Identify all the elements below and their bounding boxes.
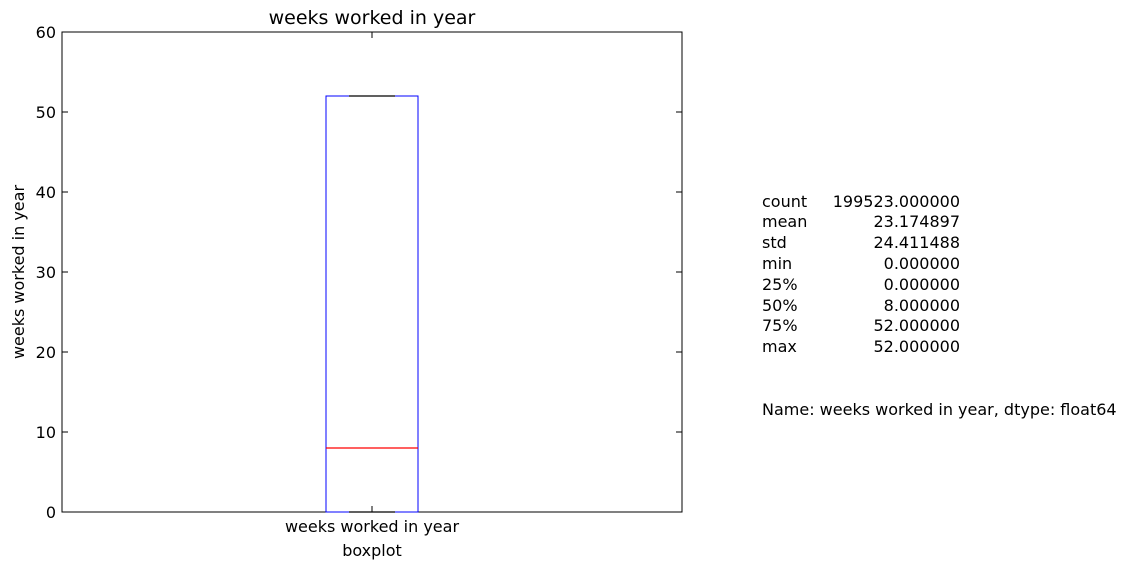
summary-row: count 199523.000000	[762, 192, 1117, 213]
x-tick-label: weeks worked in year	[285, 517, 459, 536]
summary-value: 0.000000	[883, 274, 960, 294]
summary-value: 52.000000	[873, 337, 960, 357]
summary-key: mean	[762, 212, 808, 232]
summary-key: 75%	[762, 316, 798, 336]
y-axis-label: weeks worked in year	[9, 185, 28, 359]
box-iqr	[325, 95, 419, 513]
y-tick-label: 60	[36, 23, 56, 42]
y-tick-label: 40	[36, 183, 56, 202]
y-tick-label: 10	[36, 423, 56, 442]
summary-key: min	[762, 253, 793, 273]
summary-key: 25%	[762, 274, 798, 294]
summary-statistics: count 199523.000000 mean 23.174897 std 24.411…	[762, 150, 1117, 441]
summary-key: max	[762, 337, 797, 357]
summary-key: std	[762, 233, 787, 253]
y-tick-label: 50	[36, 103, 56, 122]
summary-value: 0.000000	[883, 253, 960, 273]
summary-row: std 24.411488	[762, 233, 1117, 254]
summary-value: 8.000000	[883, 295, 960, 315]
summary-value: 23.174897	[873, 212, 960, 232]
summary-key: count	[762, 191, 808, 211]
summary-row: mean 23.174897	[762, 212, 1117, 233]
summary-row: 50% 8.000000	[762, 296, 1117, 317]
chart-title: weeks worked in year	[269, 7, 476, 29]
summary-value: 24.411488	[873, 233, 960, 253]
summary-value: 52.000000	[873, 316, 960, 336]
summary-row: min 0.000000	[762, 254, 1117, 275]
summary-row: 25% 0.000000	[762, 275, 1117, 296]
summary-footer: Name: weeks worked in year, dtype: float…	[762, 399, 1117, 419]
x-axis-label: boxplot	[342, 541, 402, 560]
summary-key: 50%	[762, 295, 798, 315]
summary-row: max 52.000000	[762, 337, 1117, 358]
summary-row: 75% 52.000000	[762, 316, 1117, 337]
summary-value: 199523.000000	[832, 191, 960, 211]
y-tick-label: 30	[36, 263, 56, 282]
y-tick-label: 20	[36, 343, 56, 362]
plot-frame	[61, 31, 683, 513]
y-tick-label: 0	[46, 503, 56, 522]
